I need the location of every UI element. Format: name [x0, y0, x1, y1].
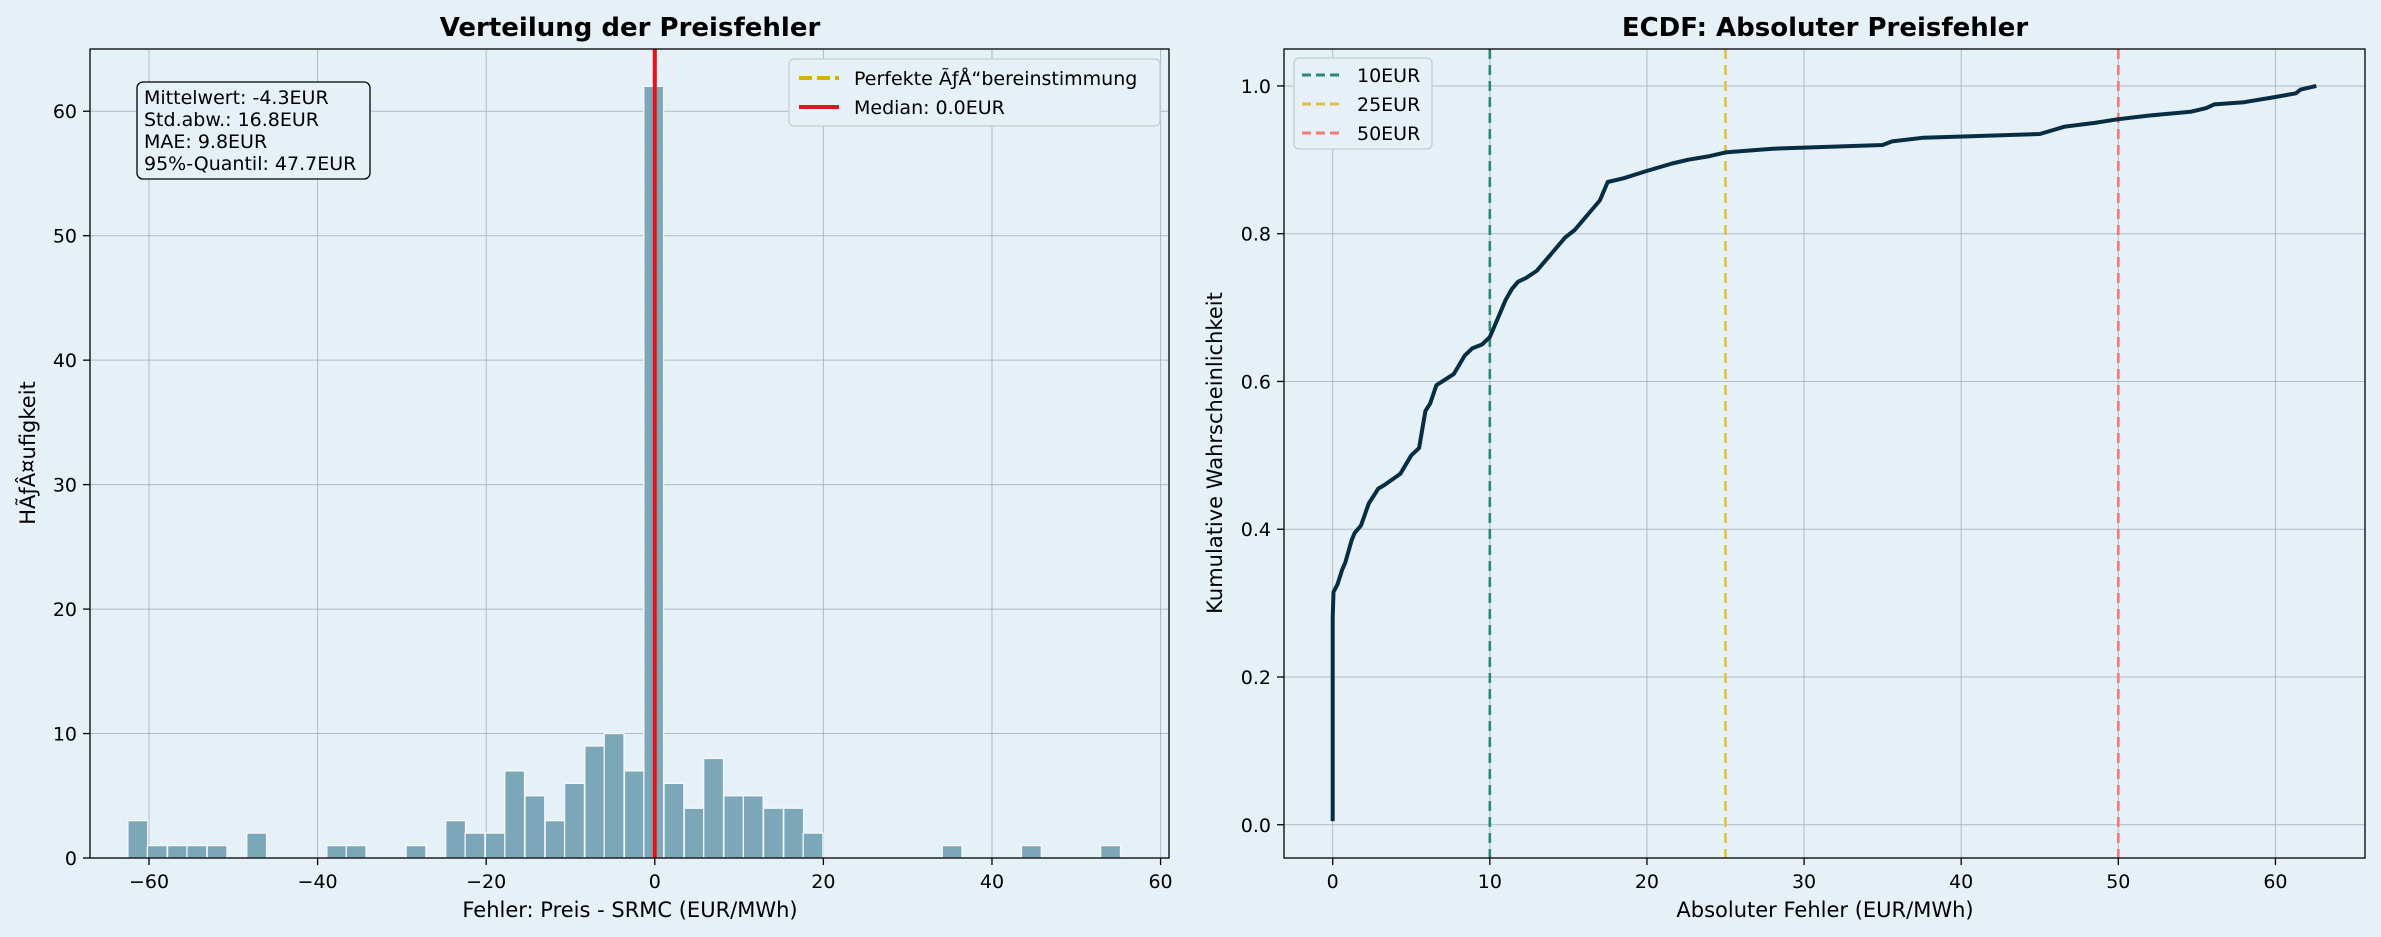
histogram-bar — [941, 844, 963, 859]
histogram-bar — [802, 832, 824, 859]
histogram-bar — [484, 832, 506, 859]
ecdf-y-tick-label: 0.2 — [1241, 667, 1271, 689]
histogram-bar — [127, 820, 149, 859]
ecdf-x-axis-label: Absoluter Fehler (EUR/MWh) — [1676, 898, 1973, 922]
histogram-bar — [464, 832, 486, 859]
ecdf-title: ECDF: Absoluter Preisfehler — [1622, 13, 2029, 43]
histogram-stats-box: Mittelwert: -4.3EUR Std.abw.: 16.8EUR MA… — [136, 81, 371, 180]
histogram-y-tick-label: 40 — [53, 350, 77, 372]
legend-label-25eur: 25EUR — [1357, 94, 1420, 116]
histogram-x-tick-label: 60 — [1148, 871, 1172, 893]
ecdf-axes-background — [1284, 49, 2365, 858]
histogram-x-tick-label: −40 — [298, 871, 338, 893]
histogram-legend-frame — [788, 58, 1161, 127]
ecdf-y-tick-label: 0.0 — [1241, 815, 1271, 837]
ecdf-legend-frame — [1293, 57, 1433, 150]
histogram-y-tick-label: 60 — [53, 101, 77, 123]
histogram-x-axis-label: Fehler: Preis - SRMC (EUR/MWh) — [462, 898, 797, 922]
histogram-bar — [186, 844, 208, 859]
histogram-x-tick-label: 20 — [811, 871, 835, 893]
ecdf-grid — [1284, 49, 2365, 858]
ecdf-x-tick-label: 50 — [2106, 871, 2130, 893]
ecdf-x-tick-label: 40 — [1949, 871, 1973, 893]
histogram-bar — [663, 782, 685, 859]
ecdf-chart: 0 10 20 30 40 50 60 0.0 0.2 0.4 0.6 0.8 1.0 ECDF: A… — [1203, 13, 2366, 922]
histogram-bar — [723, 795, 745, 859]
histogram-bar — [524, 795, 546, 859]
histogram-bar — [1020, 844, 1042, 859]
histogram-bar — [584, 745, 606, 859]
histogram-title: Verteilung der Preisfehler — [440, 13, 821, 43]
ecdf-series-line — [1330, 83, 2317, 822]
ecdf-y-tick-label: 0.8 — [1241, 224, 1271, 246]
histogram-bar — [683, 807, 705, 859]
histogram-y-ticks: 0 10 20 30 40 50 60 — [53, 101, 90, 870]
ecdf-y-ticks: 0.0 0.2 0.4 0.6 0.8 1.0 — [1241, 76, 1284, 837]
ecdf-axes-frame — [1283, 48, 2366, 859]
stats-quantile: 95%-Quantil: 47.7EUR — [144, 153, 356, 175]
histogram-x-tick-label: −60 — [129, 871, 169, 893]
histogram-bar — [603, 732, 625, 859]
histogram-bar — [563, 782, 586, 859]
ecdf-y-tick-label: 0.6 — [1241, 371, 1271, 393]
histogram-y-axis-label: HÃƒÂ¤ufigkeit — [14, 381, 40, 525]
ecdf-legend: 10EUR 25EUR 50EUR — [1293, 57, 1433, 150]
legend-label-perfect: Perfekte ÃƒÅ“bereinstimmung — [854, 67, 1137, 90]
histogram-bar — [445, 820, 467, 859]
stats-mean: Mittelwert: -4.3EUR — [144, 87, 329, 109]
histogram-y-tick-label: 10 — [53, 724, 77, 746]
histogram-x-tick-label: 40 — [980, 871, 1004, 893]
histogram-bar — [1100, 844, 1122, 859]
ecdf-y-tick-label: 0.4 — [1241, 519, 1271, 541]
histogram-x-tick-label: −20 — [466, 871, 506, 893]
ecdf-y-axis-label: Kumulative Wahrscheinlichkeit — [1203, 292, 1227, 614]
ecdf-x-tick-label: 10 — [1478, 871, 1502, 893]
stats-std: Std.abw.: 16.8EUR — [144, 109, 319, 131]
histogram-chart: −60 −40 −20 0 20 40 60 0 10 20 30 40 50 60 Verteilun… — [14, 13, 1173, 922]
histogram-bar — [762, 807, 784, 859]
histogram-y-tick-label: 0 — [65, 848, 77, 870]
histogram-y-tick-label: 20 — [53, 599, 77, 621]
histogram-bar — [326, 844, 348, 859]
histogram-x-ticks: −60 −40 −20 0 20 40 60 — [129, 858, 1173, 893]
legend-label-50eur: 50EUR — [1357, 123, 1420, 145]
ecdf-x-tick-label: 0 — [1327, 871, 1339, 893]
histogram-legend: Perfekte ÃƒÅ“bereinstimmung Median: 0.0E… — [788, 58, 1161, 127]
histogram-y-tick-label: 30 — [53, 475, 77, 497]
histogram-bar — [246, 832, 268, 859]
histogram-x-tick-label: 0 — [649, 871, 661, 893]
histogram-bar — [405, 844, 427, 859]
histogram-axes-frame — [89, 48, 1170, 859]
ecdf-x-tick-label: 60 — [2263, 871, 2287, 893]
ecdf-y-tick-label: 1.0 — [1241, 76, 1271, 98]
histogram-bar — [504, 770, 526, 859]
histogram-bar — [146, 844, 168, 859]
ecdf-x-ticks: 0 10 20 30 40 50 60 — [1327, 858, 2288, 893]
histogram-bar — [783, 807, 805, 859]
histogram-bar — [345, 844, 367, 859]
legend-label-10eur: 10EUR — [1357, 65, 1420, 87]
stats-mae: MAE: 9.8EUR — [144, 131, 267, 153]
histogram-bar — [703, 757, 725, 859]
histogram-bar — [544, 820, 566, 859]
histogram-bar — [623, 770, 645, 859]
histogram-axes-background — [90, 49, 1169, 858]
ecdf-x-tick-label: 20 — [1635, 871, 1659, 893]
histogram-bar — [206, 844, 228, 859]
histogram-y-tick-label: 50 — [53, 226, 77, 248]
histogram-bar — [166, 844, 189, 859]
ecdf-x-tick-label: 30 — [1792, 871, 1816, 893]
legend-label-median: Median: 0.0EUR — [854, 97, 1005, 119]
ecdf-threshold-lines — [1488, 49, 2120, 858]
histogram-bar — [742, 795, 764, 859]
stats-box-frame — [136, 81, 371, 180]
